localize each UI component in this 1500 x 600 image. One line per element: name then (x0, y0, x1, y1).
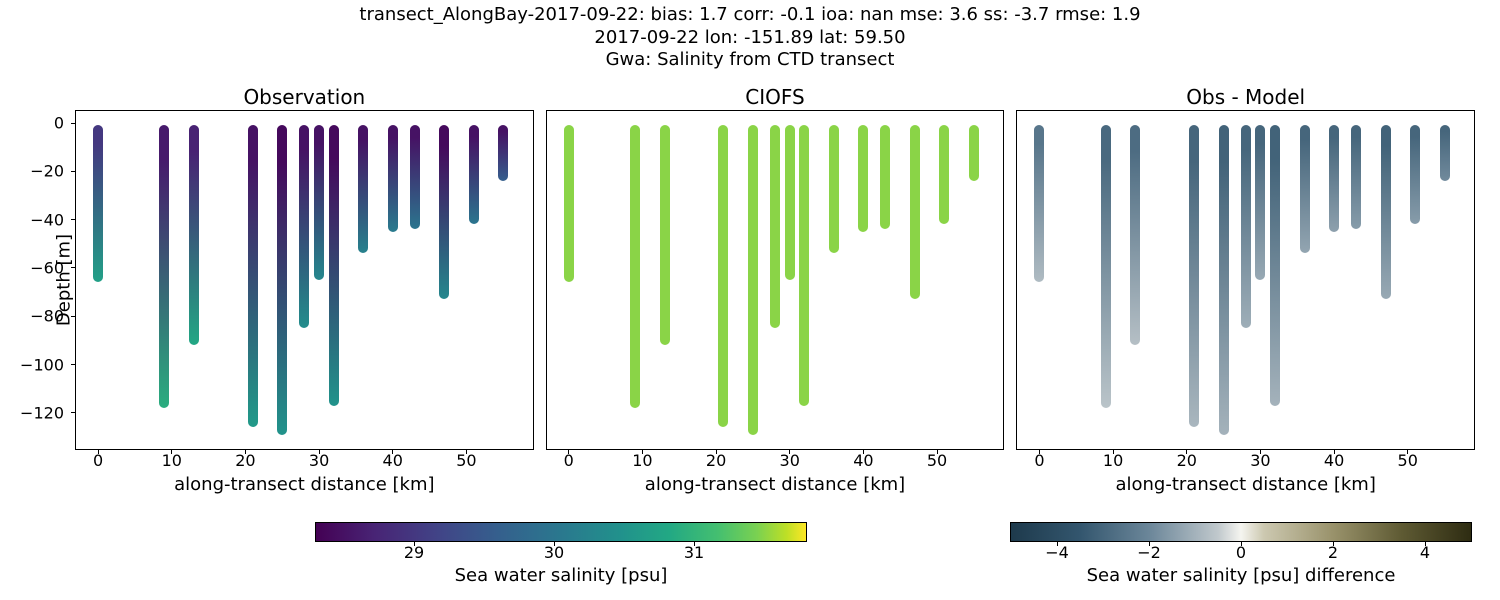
ctd-profile (1034, 125, 1044, 282)
ctd-profile (469, 125, 479, 224)
y-tick-label: −60 (30, 258, 64, 277)
ctd-profile (799, 125, 809, 405)
ctd-profile (939, 125, 949, 224)
ctd-profile (770, 125, 780, 328)
x-ticks: 01020304050 (1017, 451, 1474, 471)
colorbar-label: Sea water salinity [psu] difference (1011, 565, 1471, 586)
y-tick-label: −80 (30, 307, 64, 326)
ctd-profile (248, 125, 258, 427)
figure: transect_AlongBay-2017-09-22: bias: 1.7 … (0, 0, 1500, 600)
y-ticks: 0−20−40−60−80−100−120 (66, 111, 76, 449)
title-line-1: transect_AlongBay-2017-09-22: bias: 1.7 … (0, 4, 1500, 27)
ctd-profile (718, 125, 728, 427)
ctd-profile (329, 125, 339, 405)
ctd-profile (159, 125, 169, 407)
suptitle: transect_AlongBay-2017-09-22: bias: 1.7 … (0, 4, 1500, 72)
ctd-profile (358, 125, 368, 253)
ctd-profile (1440, 125, 1450, 181)
ctd-profile (748, 125, 758, 434)
ctd-profile (880, 125, 890, 229)
colorbar-ticks: 293031 (316, 543, 806, 563)
y-tick-label: −20 (30, 162, 64, 181)
ctd-profile (1270, 125, 1280, 405)
ctd-profile (660, 125, 670, 345)
ctd-profile (93, 125, 103, 282)
panel-title: Observation (76, 85, 533, 109)
profiles-layer (76, 111, 533, 449)
ctd-profile (1300, 125, 1310, 253)
x-ticks: 01020304050 (547, 451, 1004, 471)
ctd-profile (785, 125, 795, 280)
profiles-layer (1017, 111, 1474, 449)
ctd-profile (1130, 125, 1140, 345)
ctd-profile (388, 125, 398, 231)
ctd-profile (439, 125, 449, 299)
ctd-profile (564, 125, 574, 282)
ctd-profile (630, 125, 640, 407)
ctd-profile (1410, 125, 1420, 224)
y-tick-label: −100 (20, 355, 64, 374)
ctd-profile (1101, 125, 1111, 407)
ctd-profile (314, 125, 324, 280)
x-axis-label: along-transect distance [km] (76, 474, 533, 495)
colorbar-ticks: −4−2024 (1011, 543, 1471, 563)
ctd-profile (498, 125, 508, 181)
ctd-profile (1241, 125, 1251, 328)
ctd-profile (1189, 125, 1199, 427)
x-axis-label: along-transect distance [km] (547, 474, 1004, 495)
profiles-layer (547, 111, 1004, 449)
ctd-profile (969, 125, 979, 181)
title-line-2: 2017-09-22 lon: -151.89 lat: 59.50 (0, 27, 1500, 50)
y-tick-label: −120 (20, 403, 64, 422)
ctd-profile (189, 125, 199, 345)
y-tick-label: −40 (30, 210, 64, 229)
x-axis-label: along-transect distance [km] (1017, 474, 1474, 495)
title-line-3: Gwa: Salinity from CTD transect (0, 49, 1500, 72)
x-ticks: 01020304050 (76, 451, 533, 471)
panels-row: Observation Depth [m] along-transect dis… (75, 110, 1475, 450)
ctd-profile (410, 125, 420, 229)
colorbar-salinity: 293031 Sea water salinity [psu] (315, 522, 807, 542)
colorbar-label: Sea water salinity [psu] (316, 565, 806, 586)
ctd-profile (277, 125, 287, 434)
panel-title: Obs - Model (1017, 85, 1474, 109)
colorbars-row: 293031 Sea water salinity [psu] −4−2024 … (0, 522, 1500, 592)
y-tick-label: 0 (54, 114, 64, 133)
ctd-profile (299, 125, 309, 328)
ctd-profile (1219, 125, 1229, 434)
ctd-profile (829, 125, 839, 253)
ctd-profile (1329, 125, 1339, 231)
ctd-profile (1255, 125, 1265, 280)
panel-observation: Observation Depth [m] along-transect dis… (75, 110, 534, 450)
ctd-profile (858, 125, 868, 231)
ctd-profile (1351, 125, 1361, 229)
ctd-profile (910, 125, 920, 299)
panel-diff: Obs - Model along-transect distance [km]… (1016, 110, 1475, 450)
colorbar-diff: −4−2024 Sea water salinity [psu] differe… (1010, 522, 1472, 542)
ctd-profile (1381, 125, 1391, 299)
panel-title: CIOFS (547, 85, 1004, 109)
panel-ciofs: CIOFS along-transect distance [km] 01020… (546, 110, 1005, 450)
